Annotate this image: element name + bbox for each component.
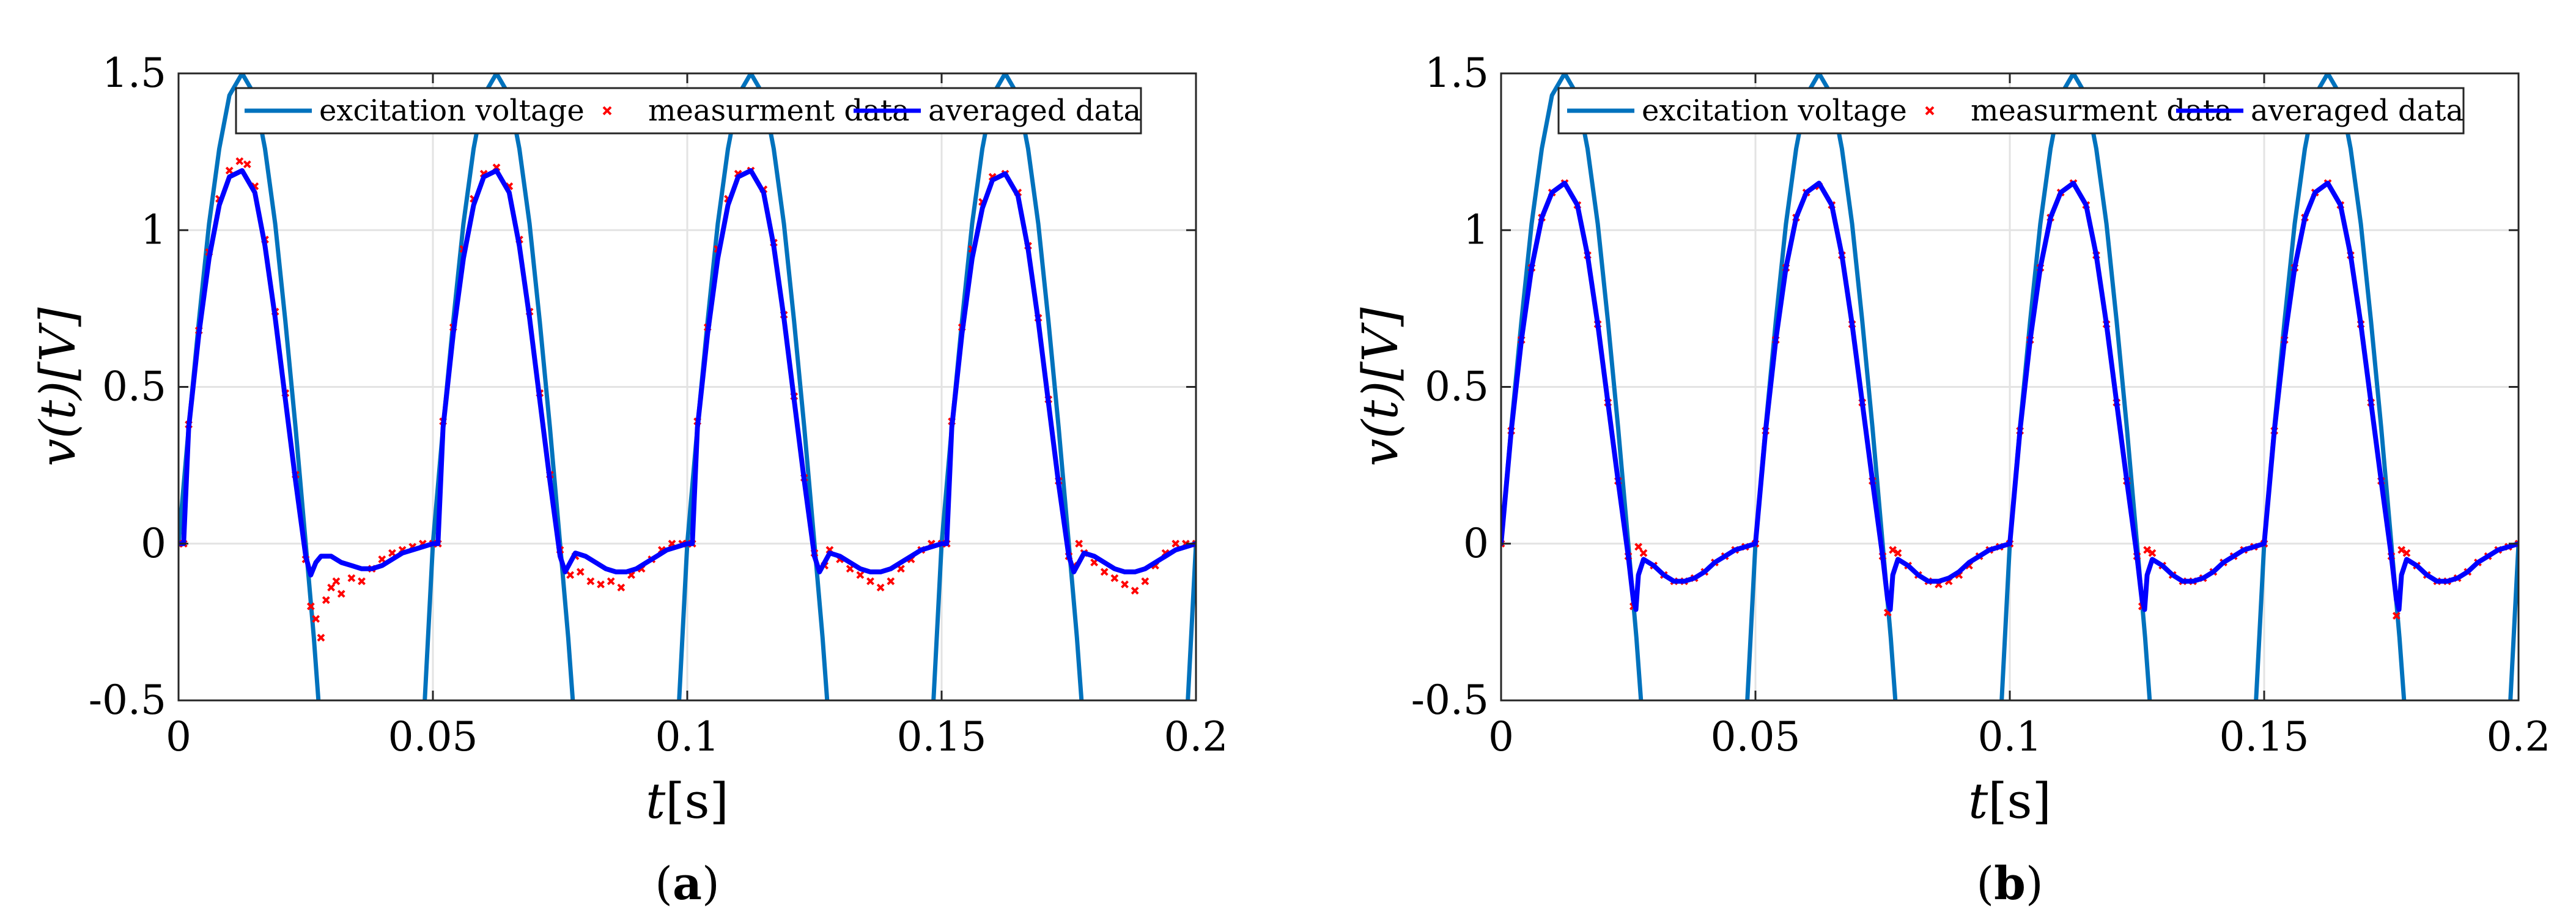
y-axis-label: v(t)[V]: [1352, 307, 1409, 467]
measurment-data-marker: [607, 577, 615, 585]
measurment-data-marker: [1172, 540, 1180, 548]
y-tick-label: -0.5: [1411, 677, 1489, 724]
y-tick-label: 1.5: [1425, 50, 1489, 97]
measurment-data-marker: [1100, 568, 1109, 576]
averaged-data-line: [179, 168, 1196, 577]
x-tick-label: 0.15: [2220, 713, 2309, 760]
measurment-data-marker: [576, 568, 585, 576]
measurment-data-marker: [617, 584, 626, 592]
measurment-data-marker: [2392, 612, 2401, 620]
measurment-data-marker: [2397, 546, 2406, 554]
y-tick-label: 0: [141, 520, 166, 567]
legend: excitation voltage measurment data average…: [235, 87, 1142, 135]
panel-caption: (b): [1976, 858, 2043, 910]
measurment-data-marker: [897, 565, 905, 573]
measurment-data-marker: [1889, 546, 1897, 554]
measurment-data-marker: [1075, 540, 1083, 548]
panel-caption-letter: a: [673, 858, 702, 910]
x-tick-label: 0.05: [388, 713, 478, 760]
legend-label-averaged-data: averaged data: [2251, 94, 2463, 128]
averaged-data-line: [1501, 180, 2519, 612]
measurment-data-marker: [347, 574, 356, 582]
measurment-data-marker: [566, 571, 575, 579]
y-tick-label: -0.5: [89, 677, 166, 724]
measurment-data-marker: [225, 166, 234, 175]
measurment-data-marker: [887, 577, 895, 585]
measurment-data-marker: [856, 571, 865, 579]
x-axis-unit: [s]: [1988, 773, 2051, 829]
measurment-data-marker: [337, 590, 345, 598]
measurment-data-marker: [1131, 587, 1139, 595]
caption-close-paren: ): [2026, 858, 2043, 910]
measurment-data-marker: [866, 577, 874, 585]
measurment-data-marker: [243, 160, 251, 169]
x-axis-label: t[s]: [1968, 773, 2051, 829]
x-tick-label: 0: [166, 713, 191, 760]
y-axis-label: v(t)[V]: [29, 307, 86, 467]
x-axis-variable: t: [1968, 773, 1988, 829]
y-tick-label: 0: [1463, 520, 1489, 567]
measurment-data-marker: [388, 549, 396, 557]
x-tick-label: 0.2: [2487, 713, 2551, 760]
y-tick-label: 0.5: [102, 363, 166, 410]
x-tick-label: 0: [1488, 713, 1514, 760]
measurment-data-marker: [317, 634, 325, 642]
panel-caption: (a): [655, 858, 720, 910]
y-tick-label: 1.5: [102, 50, 166, 97]
legend-box: [235, 87, 1142, 135]
measurment-data-marker: [1110, 574, 1119, 582]
measurment-data-marker: [2143, 546, 2152, 554]
legend-box: [1557, 87, 2465, 135]
measurment-data-marker: [322, 596, 330, 604]
measurment-data-marker: [327, 584, 336, 592]
caption-open-paren: (: [655, 858, 673, 910]
measurment-data-marker: [876, 584, 885, 592]
x-tick-label: 0.05: [1711, 713, 1801, 760]
legend-swatch-measurment-data: [602, 106, 612, 116]
measurment-data-marker: [597, 580, 605, 588]
measurment-data-marker: [378, 555, 386, 563]
x-tick-label: 0.2: [1164, 713, 1228, 760]
measurment-data-marker: [1141, 577, 1150, 585]
x-tick-label: 0.15: [897, 713, 987, 760]
caption-close-paren: ): [702, 858, 720, 910]
measurment-data-marker: [1121, 580, 1129, 588]
measurment-data-marker: [2148, 549, 2157, 557]
chart-panel-a: 0 0.05 0.1 0.15 0.2-0.500.511.5t[s]v(t)[V]ex…: [29, 50, 1228, 910]
y-tick-label: 1: [1463, 206, 1489, 253]
y-tick-label: 1: [141, 206, 166, 253]
panel-caption-letter: b: [1994, 858, 2026, 910]
x-tick-label: 0.1: [655, 713, 720, 760]
x-axis-label: t[s]: [646, 773, 729, 829]
x-axis-unit: [s]: [665, 773, 728, 829]
legend-swatch-measurment-data: [1925, 106, 1935, 116]
measurment-data-marker: [235, 157, 244, 165]
measurment-data-marker: [332, 577, 341, 585]
chart-panel-b: 0 0.05 0.1 0.15 0.2-0.500.511.5t[s]v(t)[V]ex…: [1352, 50, 2550, 910]
measurment-data-marker: [312, 615, 320, 623]
caption-open-paren: (: [1976, 858, 1994, 910]
measurment-data-marker: [586, 577, 595, 585]
measurment-data-marker: [846, 565, 854, 573]
x-axis-variable: t: [646, 773, 666, 829]
y-tick-label: 0.5: [1425, 363, 1489, 410]
legend-label-averaged-data: averaged data: [928, 94, 1141, 128]
legend-label-excitation-voltage: excitation voltage: [1642, 94, 1907, 128]
measurment-data-marker: [2402, 549, 2411, 557]
x-tick-label: 0.1: [1978, 713, 2042, 760]
measurment-data-marker: [1894, 549, 1902, 557]
measurment-data-marker: [358, 577, 366, 585]
legend: excitation voltage measurment data average…: [1557, 87, 2465, 135]
measurment-data-marker: [306, 602, 315, 610]
measurment-data-marker: [1639, 549, 1648, 557]
measurment-data-marker: [1090, 558, 1099, 566]
measurment-data-marker: [1634, 543, 1643, 551]
legend-label-excitation-voltage: excitation voltage: [319, 94, 585, 128]
